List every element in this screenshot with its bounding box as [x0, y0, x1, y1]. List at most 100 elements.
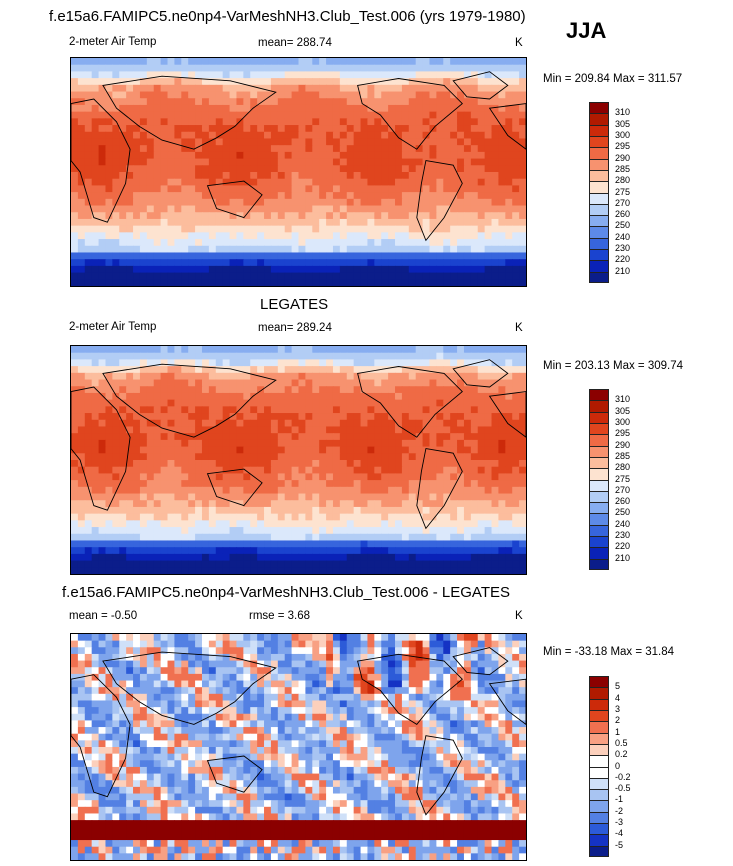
field-cell — [181, 460, 189, 468]
field-cell — [284, 560, 293, 568]
field-cell — [126, 439, 134, 448]
field-cell — [91, 660, 100, 668]
field-cell — [367, 667, 375, 675]
field-cell — [91, 466, 100, 475]
field-cell — [450, 259, 458, 267]
field-cell — [346, 352, 355, 361]
field-cell — [277, 419, 286, 428]
field-cell — [201, 453, 210, 461]
field-cell — [119, 366, 127, 374]
field-cell — [415, 198, 424, 207]
field-cell — [395, 259, 403, 267]
field-cell — [374, 513, 382, 521]
field-cell — [201, 640, 210, 648]
field-cell — [429, 111, 437, 119]
field-cell — [105, 527, 113, 535]
field-cell — [395, 131, 403, 140]
field-cell — [201, 466, 210, 475]
field-cell — [119, 78, 127, 86]
field-cell — [408, 111, 417, 119]
field-cell — [105, 58, 113, 66]
field-cell — [332, 145, 341, 153]
field-cell — [339, 553, 348, 562]
field-cell — [98, 547, 107, 555]
field-cell — [339, 480, 348, 488]
field-cell — [353, 205, 362, 213]
field-cell — [167, 486, 176, 495]
field-cell — [167, 513, 176, 521]
field-cell — [91, 104, 100, 113]
field-cell — [236, 239, 244, 247]
field-cell — [519, 145, 526, 153]
field-cell — [401, 647, 410, 655]
field-cell — [126, 634, 134, 642]
field-cell — [484, 480, 493, 488]
field-cell — [222, 379, 231, 387]
field-cell — [498, 272, 506, 280]
field-cell — [291, 372, 300, 381]
field-cell — [367, 78, 375, 86]
field-cell — [367, 185, 375, 193]
field-cell — [388, 527, 396, 535]
field-cell — [388, 151, 396, 160]
field-cell — [353, 118, 362, 126]
field-cell — [415, 111, 424, 119]
field-cell — [415, 486, 424, 495]
field-cell — [498, 466, 506, 475]
field-cell — [291, 419, 300, 428]
field-cell — [512, 352, 520, 361]
field-cell — [139, 118, 148, 126]
field-cell — [443, 392, 451, 401]
field-cell — [126, 151, 134, 160]
field-cell — [215, 500, 224, 508]
field-cell — [470, 379, 479, 387]
field-cell — [243, 78, 251, 86]
field-cell — [374, 392, 382, 401]
field-cell — [339, 138, 348, 146]
field-cell — [422, 212, 431, 220]
field-cell — [277, 547, 286, 555]
field-cell — [133, 540, 141, 548]
field-cell — [395, 185, 403, 193]
field-cell — [491, 486, 500, 495]
field-cell — [215, 178, 224, 187]
field-cell — [77, 453, 86, 461]
field-cell — [133, 386, 141, 394]
field-cell — [367, 259, 375, 267]
field-cell — [139, 185, 148, 193]
field-cell — [305, 58, 313, 66]
field-cell — [367, 366, 375, 374]
field-cell — [208, 212, 217, 220]
field-cell — [339, 346, 348, 354]
field-cell — [243, 225, 251, 233]
field-cell — [463, 218, 472, 227]
field-cell — [146, 232, 155, 240]
field-cell — [346, 265, 355, 274]
field-cell — [512, 205, 520, 213]
field-cell — [126, 660, 134, 668]
field-cell — [326, 379, 334, 387]
field-cell — [243, 272, 251, 280]
field-cell — [470, 145, 479, 153]
field-cell — [491, 151, 500, 160]
field-cell — [215, 520, 224, 528]
field-cell — [312, 125, 320, 133]
field-cell — [257, 158, 265, 166]
field-cell — [195, 439, 203, 448]
field-cell — [126, 218, 134, 227]
field-cell — [519, 453, 526, 461]
field-cell — [395, 486, 403, 495]
field-cell — [77, 513, 86, 521]
colorbar-cell — [589, 113, 609, 125]
field-cell — [360, 480, 369, 488]
field-cell — [133, 366, 141, 374]
field-cell — [477, 399, 486, 407]
field-cell — [463, 346, 472, 354]
field-cell — [105, 386, 113, 394]
field-cell — [339, 379, 348, 387]
field-cell — [312, 225, 320, 233]
field-cell — [133, 205, 141, 213]
field-cell — [388, 439, 396, 448]
field-cell — [201, 272, 210, 280]
field-cell — [360, 125, 369, 133]
